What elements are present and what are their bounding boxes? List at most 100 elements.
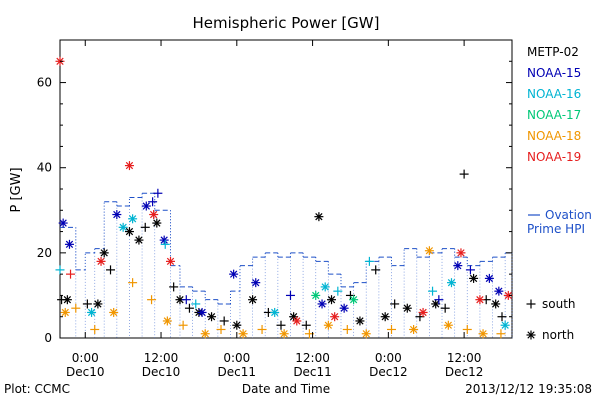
north-point (494, 286, 504, 296)
x-tick-time: 0:00 (223, 351, 250, 365)
south-point (257, 324, 267, 334)
north-point (292, 316, 302, 326)
south-point (465, 265, 475, 275)
south-point (364, 256, 374, 266)
x-tick-time: 12:00 (144, 351, 179, 365)
legend-entry: NOAA-16 (527, 87, 581, 101)
south-point (90, 324, 100, 334)
x-tick-date: Dec12 (369, 365, 408, 379)
x-tick-time: 12:00 (295, 351, 330, 365)
south-point (434, 295, 444, 305)
north-point (197, 307, 207, 317)
north-point (484, 273, 494, 283)
north-point (327, 295, 337, 305)
north-point (380, 312, 390, 322)
north-point (314, 212, 324, 222)
north-point (279, 329, 289, 339)
north-point (99, 248, 109, 258)
south-point (160, 239, 170, 249)
north-point (238, 329, 248, 339)
south-point (497, 312, 507, 322)
north-point (124, 227, 134, 237)
north-point (311, 290, 321, 300)
north-point (232, 320, 242, 330)
north-point (500, 320, 510, 330)
north-point (453, 261, 463, 271)
data-points (55, 56, 513, 339)
north-point (418, 307, 428, 317)
north-point (109, 307, 119, 317)
north-point (207, 312, 217, 322)
north-point (64, 239, 74, 249)
north-point (446, 278, 456, 288)
south-point (440, 303, 450, 313)
south-point (153, 188, 163, 198)
north-point (124, 161, 134, 171)
south-point (106, 265, 116, 275)
south-point (147, 295, 157, 305)
north-point (349, 295, 359, 305)
north-point (361, 329, 371, 339)
north-point (409, 324, 419, 334)
x-tick-date: Dec11 (218, 365, 257, 379)
x-axis: 0:00Dec1012:00Dec100:00Dec1112:00Dec110:… (66, 40, 483, 379)
north-point (270, 307, 280, 317)
north-point (402, 303, 412, 313)
north-point (58, 218, 68, 228)
legend-entry: NOAA-19 (527, 150, 581, 164)
north-point (60, 307, 70, 317)
north-point (355, 316, 365, 326)
legend: METP-02 NOAA-15 NOAA-16 NOAA-17 NOAA-18 NOAA-… (527, 45, 581, 164)
x-tick-time: 0:00 (72, 351, 99, 365)
ovation-model-steps (60, 192, 513, 338)
north-point (96, 256, 106, 266)
marker-legend-label: north (542, 328, 574, 342)
marker-legend-symbol (526, 330, 536, 340)
x-tick-date: Dec10 (66, 365, 105, 379)
south-point (371, 265, 381, 275)
north-point (443, 320, 453, 330)
x-tick-date: Dec11 (293, 365, 332, 379)
north-point (200, 329, 210, 339)
north-point (424, 246, 434, 256)
plot-credit: Plot: CCMC (4, 382, 70, 396)
south-point (276, 320, 286, 330)
north-point (229, 269, 239, 279)
north-point (478, 329, 488, 339)
south-point (128, 278, 138, 288)
north-point (339, 303, 349, 313)
y-tick-label: 60 (37, 76, 52, 90)
y-axis-label: P [GW] (9, 167, 24, 212)
north-point (491, 299, 501, 309)
south-point (71, 303, 81, 313)
north-point (128, 214, 138, 224)
north-point (469, 273, 479, 283)
y-tick-label: 0 (44, 331, 52, 345)
north-point (152, 218, 162, 228)
south-point (181, 295, 191, 305)
x-axis-label: Date and Time (242, 382, 330, 396)
legend-entry: NOAA-17 (527, 108, 581, 122)
south-point (55, 265, 65, 275)
north-point (320, 282, 330, 292)
south-point (148, 197, 158, 207)
north-point (456, 248, 466, 258)
south-point (342, 324, 352, 334)
y-tick-label: 20 (37, 246, 52, 260)
chart-title: Hemispheric Power [GW] (193, 14, 380, 32)
plot-frame (59, 39, 513, 339)
north-point (251, 278, 261, 288)
marker-legend-symbol (526, 299, 536, 309)
north-point (141, 201, 151, 211)
y-tick-label: 40 (37, 161, 52, 175)
ovation-legend-label-1: Ovation (545, 208, 592, 222)
north-point (166, 256, 176, 266)
legend-entry: NOAA-15 (527, 66, 581, 80)
north-point (323, 320, 333, 330)
north-point (330, 312, 340, 322)
x-tick-time: 12:00 (447, 351, 482, 365)
north-point (62, 295, 72, 305)
south-point (496, 329, 506, 339)
north-point (317, 299, 327, 309)
